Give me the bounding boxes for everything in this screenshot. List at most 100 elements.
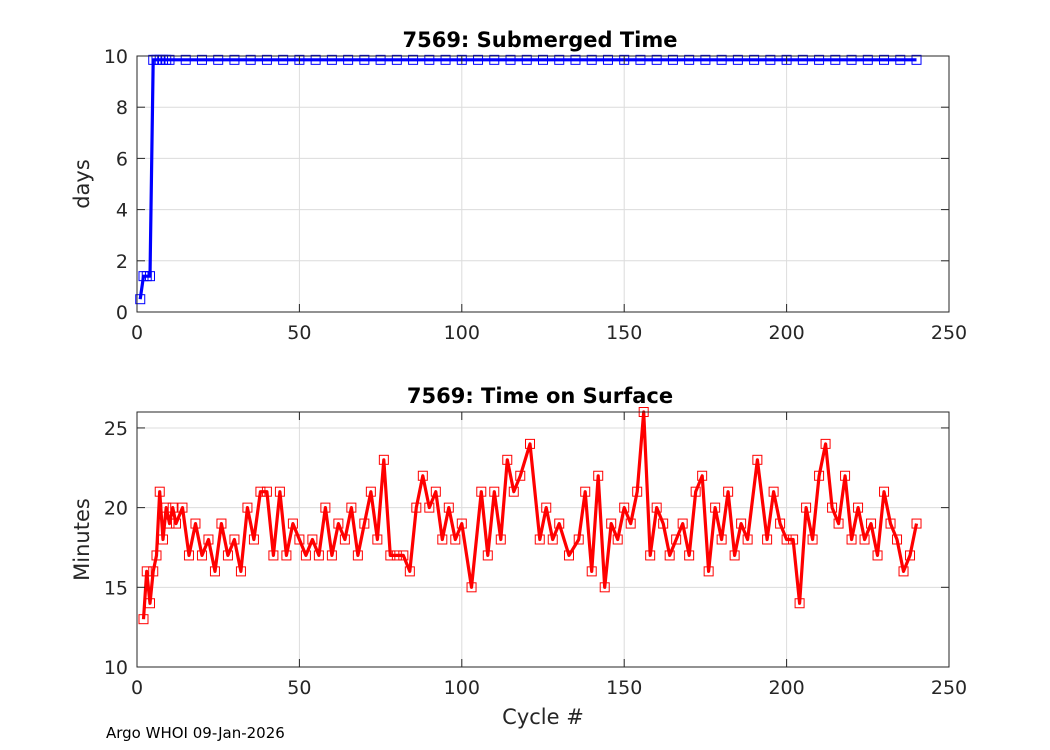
data-point-marker xyxy=(310,54,321,65)
data-point-marker xyxy=(196,550,207,561)
data-point-marker xyxy=(911,54,922,65)
x-axis-label: Cycle # xyxy=(502,705,584,729)
series-line xyxy=(138,58,917,300)
chart-title: 7569: Time on Surface xyxy=(407,384,673,408)
data-point-marker xyxy=(294,54,305,65)
footer-credit: Argo WHOI 09-Jan-2026 xyxy=(106,724,285,742)
data-point-marker xyxy=(141,566,152,577)
data-point-marker xyxy=(859,534,870,545)
data-point-marker xyxy=(489,54,500,65)
y-axis-label: days xyxy=(70,159,94,209)
data-point-marker xyxy=(216,518,227,529)
y-tick-label: 25 xyxy=(104,418,128,440)
y-tick-label: 6 xyxy=(116,148,128,170)
data-point-marker xyxy=(651,502,662,513)
data-point-marker xyxy=(752,454,763,465)
data-point-marker xyxy=(885,518,896,529)
data-point-marker xyxy=(391,550,402,561)
data-point-marker xyxy=(287,518,298,529)
x-tick-label: 50 xyxy=(287,322,311,344)
data-point-marker xyxy=(255,486,266,497)
data-point-marker xyxy=(372,534,383,545)
data-point-marker xyxy=(573,534,584,545)
data-point-marker xyxy=(365,486,376,497)
y-tick-label: 0 xyxy=(116,302,128,324)
x-tick-label: 100 xyxy=(444,322,480,344)
data-point-marker xyxy=(196,54,207,65)
data-point-marker xyxy=(768,486,779,497)
data-point-marker xyxy=(684,54,695,65)
data-point-marker xyxy=(749,54,760,65)
data-point-marker xyxy=(625,518,636,529)
data-point-marker xyxy=(658,518,669,529)
data-point-marker xyxy=(619,502,630,513)
y-tick-label: 15 xyxy=(104,577,128,599)
data-point-marker xyxy=(333,518,344,529)
data-point-marker xyxy=(898,566,909,577)
data-point-marker xyxy=(443,502,454,513)
data-point-marker xyxy=(489,486,500,497)
data-point-marker xyxy=(632,486,643,497)
data-point-marker xyxy=(723,486,734,497)
data-point-marker xyxy=(911,518,922,529)
y-tick-label: 2 xyxy=(116,251,128,273)
data-point-marker xyxy=(697,470,708,481)
data-point-marker xyxy=(229,54,240,65)
data-point-marker xyxy=(190,518,201,529)
data-point-marker xyxy=(203,534,214,545)
data-point-marker xyxy=(294,534,305,545)
data-point-marker xyxy=(830,54,841,65)
data-point-marker xyxy=(554,518,565,529)
data-point-marker xyxy=(440,54,451,65)
x-tick-label: 250 xyxy=(931,322,967,344)
data-point-marker xyxy=(326,550,337,561)
data-point-marker xyxy=(690,486,701,497)
data-point-marker xyxy=(466,582,477,593)
data-point-marker xyxy=(398,550,409,561)
data-point-marker xyxy=(148,566,159,577)
data-point-marker xyxy=(300,550,311,561)
data-point-marker xyxy=(320,502,331,513)
data-point-marker xyxy=(807,534,818,545)
data-point-marker xyxy=(599,582,610,593)
data-point-marker xyxy=(602,54,613,65)
data-point-marker xyxy=(167,502,178,513)
data-point-marker xyxy=(895,54,906,65)
data-point-marker xyxy=(164,54,175,65)
data-point-marker xyxy=(281,550,292,561)
data-point-marker xyxy=(508,486,519,497)
data-point-marker xyxy=(248,534,259,545)
data-point-marker xyxy=(424,502,435,513)
data-point-marker xyxy=(164,518,175,529)
data-point-marker xyxy=(430,486,441,497)
data-point-marker xyxy=(161,502,172,513)
data-point-marker xyxy=(866,518,877,529)
data-point-marker xyxy=(144,598,155,609)
data-point-marker xyxy=(801,502,812,513)
data-point-marker xyxy=(473,54,484,65)
data-point-marker xyxy=(703,566,714,577)
data-point-marker xyxy=(245,54,256,65)
data-point-marker xyxy=(570,54,581,65)
data-point-marker xyxy=(554,54,565,65)
data-point-marker xyxy=(879,54,890,65)
data-point-marker xyxy=(612,534,623,545)
data-point-marker xyxy=(892,534,903,545)
data-point-marker xyxy=(820,438,831,449)
data-point-marker xyxy=(515,470,526,481)
data-point-marker xyxy=(339,534,350,545)
data-point-marker xyxy=(177,502,188,513)
data-point-marker xyxy=(781,54,792,65)
chart-title: 7569: Submerged Time xyxy=(402,28,677,52)
data-point-marker xyxy=(814,470,825,481)
data-point-marker xyxy=(482,550,493,561)
data-point-marker xyxy=(456,518,467,529)
data-point-marker xyxy=(213,54,224,65)
data-point-marker xyxy=(180,54,191,65)
data-point-marker xyxy=(716,54,727,65)
data-point-marker xyxy=(710,502,721,513)
data-point-marker xyxy=(840,470,851,481)
data-point-marker xyxy=(853,502,864,513)
data-point-marker xyxy=(505,54,516,65)
